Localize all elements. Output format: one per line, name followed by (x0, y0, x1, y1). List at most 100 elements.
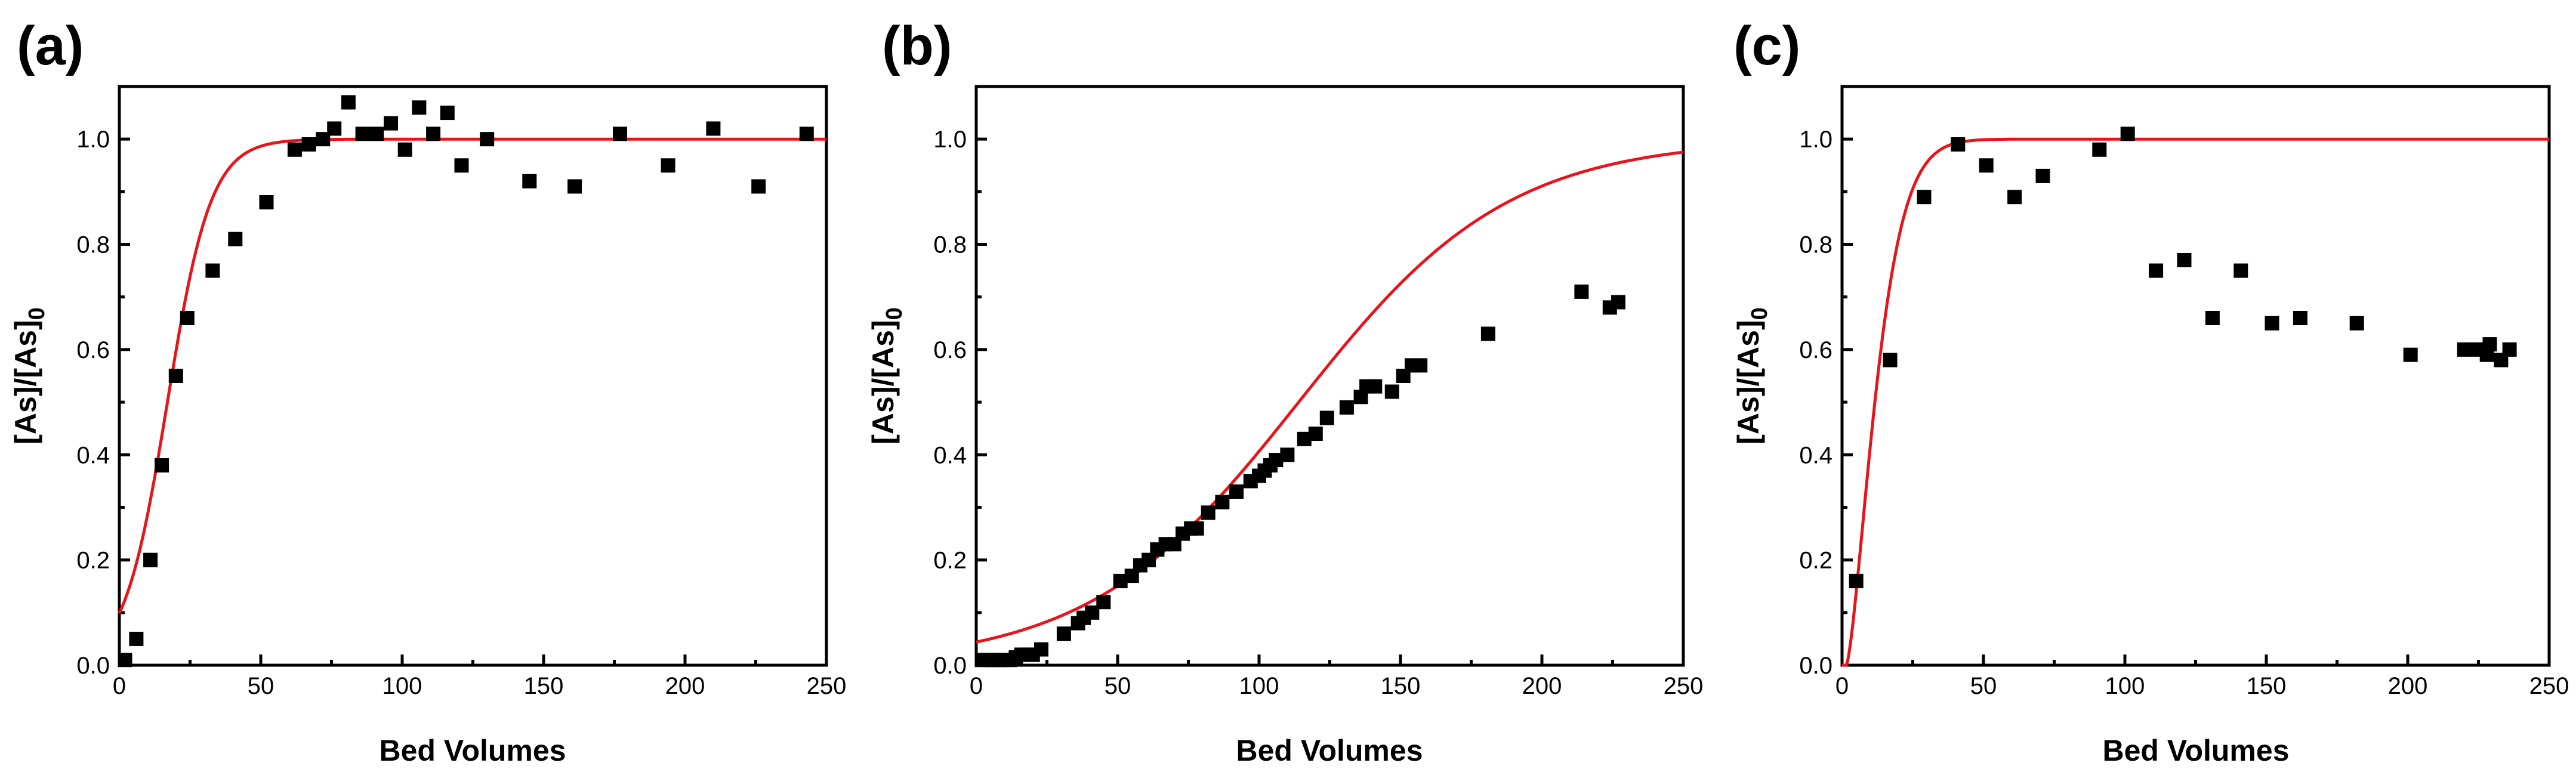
data-point (369, 126, 384, 141)
axis-ticks (118, 137, 828, 667)
panel-label: (a) (17, 16, 84, 76)
data-point (1034, 642, 1048, 657)
data-point (2293, 311, 2307, 325)
fit-curve (1842, 137, 2549, 667)
data-point (1849, 573, 1864, 588)
x-tick-label: 250 (807, 673, 847, 699)
data-point (259, 195, 274, 209)
data-point (205, 263, 220, 278)
data-point (168, 369, 183, 383)
axis-tick-labels: 0 50 100 150 200 250 0.0 0.2 0.4 0.6 0.8 1.0 (1799, 126, 2569, 699)
data-point (1189, 521, 1204, 536)
data-point (2177, 253, 2192, 267)
y-tick-label: 0.4 (1799, 442, 1832, 468)
x-tick-label: 250 (2529, 673, 2569, 699)
x-axis-title: Bed Volumes (2102, 734, 2289, 767)
data-points (118, 95, 814, 668)
y-axis-title: [As]/[As]0 (9, 307, 50, 444)
data-point (228, 231, 243, 246)
y-axis-title: [As]/[As]0 (1732, 307, 1772, 444)
x-tick-label: 150 (2247, 673, 2287, 699)
x-tick-label: 0 (113, 673, 126, 699)
data-point (2035, 168, 2050, 183)
data-point (2233, 263, 2248, 278)
data-point (1413, 358, 1428, 373)
data-point (751, 179, 766, 194)
axis-ticks (974, 137, 1685, 667)
x-tick-label: 150 (524, 673, 564, 699)
data-point (180, 311, 195, 325)
data-point (155, 458, 169, 473)
data-point (129, 631, 144, 646)
x-axis-title: Bed Volumes (379, 734, 566, 767)
data-point (2457, 342, 2472, 357)
data-point (454, 158, 469, 173)
data-point (2092, 142, 2107, 157)
data-point (1951, 137, 1966, 152)
data-point (2482, 337, 2497, 352)
x-tick-label: 200 (1522, 673, 1562, 699)
data-point (2265, 316, 2279, 331)
y-axis-title-main: [As]/[As] (9, 320, 42, 444)
y-tick-label: 0.2 (76, 548, 110, 574)
data-point (1339, 400, 1354, 415)
data-point (341, 95, 356, 110)
y-axis-title-main: [As]/[As] (1732, 320, 1765, 444)
data-point (301, 137, 316, 152)
data-point (2403, 347, 2418, 362)
y-axis-title-subscript: 0 (882, 307, 907, 320)
data-point (522, 174, 537, 189)
y-tick-label: 1.0 (76, 126, 110, 153)
y-axis-title-main: [As]/[As] (866, 320, 900, 444)
data-point (412, 100, 427, 115)
x-tick-label: 100 (1239, 673, 1279, 699)
data-point (327, 121, 342, 136)
y-tick-label: 0.0 (933, 653, 967, 679)
x-tick-label: 100 (382, 673, 422, 699)
x-tick-label: 250 (1664, 673, 1704, 699)
axis-ticks (1840, 137, 2551, 667)
y-tick-label: 1.0 (1799, 126, 1832, 153)
fit-curve (976, 150, 1684, 644)
data-point (567, 179, 582, 194)
data-point (426, 126, 441, 141)
y-axis-title-subscript: 0 (1747, 307, 1772, 320)
y-tick-label: 0.4 (76, 442, 110, 468)
data-point (706, 121, 721, 136)
panel-label: (c) (1733, 16, 1800, 76)
x-tick-label: 200 (665, 673, 705, 699)
y-tick-label: 0.8 (1799, 232, 1832, 258)
data-point (1480, 326, 1495, 341)
data-point (2120, 126, 2135, 141)
data-point (2349, 316, 2364, 331)
fit-curve (118, 137, 826, 614)
data-point (1201, 505, 1215, 520)
data-point (287, 142, 302, 157)
data-point (799, 126, 814, 141)
data-point (1368, 379, 1383, 394)
data-point (1917, 190, 1932, 205)
data-point (1979, 158, 1994, 173)
data-point (1280, 447, 1295, 462)
data-point (384, 116, 398, 131)
data-point (1229, 484, 1244, 499)
data-point (397, 142, 412, 157)
axis-tick-labels: 0 50 100 150 200 250 0.0 0.2 0.4 0.6 0.8 1.0 (933, 126, 1703, 699)
x-axis-title: Bed Volumes (1236, 734, 1423, 767)
y-tick-label: 0.6 (76, 337, 110, 363)
y-tick-label: 0.4 (933, 442, 967, 468)
data-point (661, 158, 675, 173)
data-point (1215, 495, 1230, 510)
x-tick-label: 150 (1381, 673, 1421, 699)
data-point (613, 126, 627, 141)
data-points (974, 284, 1625, 668)
y-tick-label: 0.0 (1799, 653, 1832, 679)
x-tick-label: 50 (1105, 673, 1131, 699)
y-tick-label: 0.2 (933, 548, 967, 574)
x-tick-label: 0 (970, 673, 983, 699)
panel-c: (c) 0 50 100 150 200 250 0.0 0.2 0.4 0.6 0.8 1.0 Be… (1732, 16, 2569, 767)
y-tick-label: 1.0 (933, 126, 967, 153)
x-tick-label: 50 (1970, 673, 1997, 699)
data-point (143, 552, 158, 567)
